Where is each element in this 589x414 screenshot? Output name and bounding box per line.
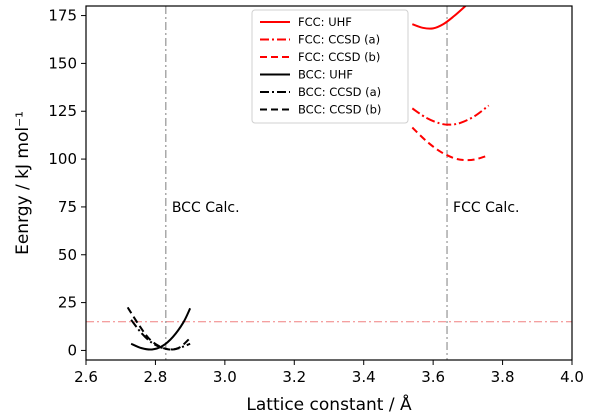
plot-area (86, 6, 572, 360)
series-line (411, 6, 467, 30)
y-axis-label: Eenrgy / kJ mol⁻¹ (13, 111, 33, 255)
y-tick-label: 175 (48, 7, 77, 25)
series-line (130, 307, 192, 351)
y-tick-label: 50 (58, 246, 77, 264)
x-tick-label: 3.0 (213, 368, 237, 386)
legend-entry: FCC: UHF (298, 15, 352, 29)
plot-frame (85, 5, 573, 361)
legend-box (251, 9, 409, 124)
annotations: BCC Calc. FCC Calc. (172, 200, 520, 216)
legend-entry: BCC: UHF (298, 68, 353, 82)
x-axis-label: Lattice constant / Å (246, 393, 412, 414)
y-tick-label: 75 (58, 198, 77, 216)
legend-entry: FCC: CCSD (a) (298, 33, 380, 47)
x-tick-label: 2.8 (143, 368, 167, 386)
vline-annotation: BCC Calc. (172, 200, 240, 216)
x-tick-label: 3.2 (282, 368, 306, 386)
y-tick-label: 150 (48, 54, 77, 72)
series-line (130, 319, 191, 351)
vline-annotation: FCC Calc. (453, 200, 519, 216)
series-line (126, 306, 191, 351)
legend-entry: BCC: CCSD (b) (298, 103, 381, 117)
x-tick-label: 2.6 (74, 368, 98, 386)
series-line (411, 126, 489, 162)
legend-entry: BCC: CCSD (a) (298, 85, 381, 99)
y-tick-label: 25 (58, 294, 77, 312)
legend-entry: FCC: CCSD (b) (298, 50, 380, 64)
x-tick-label: 4.0 (560, 368, 584, 386)
y-tick-label: 100 (48, 150, 77, 168)
x-tick-label: 3.6 (421, 368, 445, 386)
y-tick-label: 125 (48, 102, 77, 120)
x-tick-label: 3.4 (352, 368, 376, 386)
y-tick-label: 0 (67, 341, 77, 359)
series-line (411, 104, 490, 126)
axes: 2.6 2.8 3.0 3.2 3.4 3.6 3.8 4.0 0 25 50 75 100 125 150… (48, 5, 584, 386)
x-tick-label: 3.8 (491, 368, 515, 386)
legend: FCC: UHF FCC: CCSD (a) FCC: CCSD (b) BCC: U… (251, 9, 409, 124)
